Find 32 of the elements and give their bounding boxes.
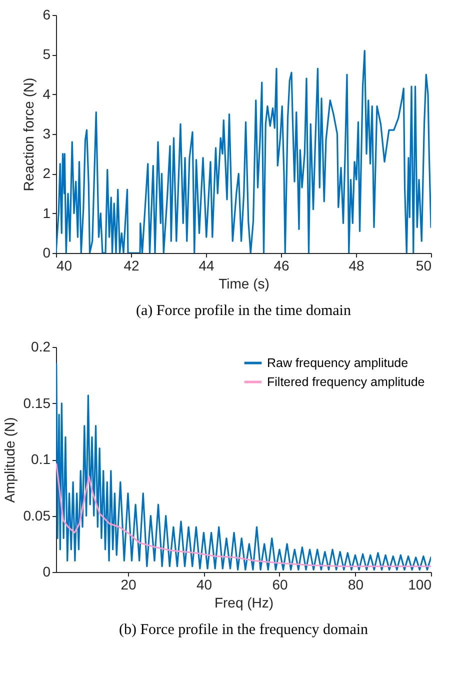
line-series xyxy=(56,463,431,568)
x-tick-label: 42 xyxy=(124,258,140,274)
x-tick-label: 40 xyxy=(56,258,72,274)
x-tick-label: 48 xyxy=(348,258,364,274)
x-tick-label: 100 xyxy=(408,576,432,592)
y-tick-label: 0 xyxy=(42,564,51,580)
y-tick-label: 0.2 xyxy=(31,338,51,354)
y-axis-title: Amplitude (N) xyxy=(1,417,18,503)
x-axis-title: Time (s) xyxy=(218,276,270,292)
y-tick-label: 0.1 xyxy=(31,451,51,467)
y-tick-label: 1 xyxy=(42,204,51,221)
y-tick-label: 0 xyxy=(42,244,51,260)
y-tick-label: 6 xyxy=(42,6,51,22)
y-axis-title: Reaction force (N) xyxy=(20,78,37,192)
x-tick-label: 46 xyxy=(274,258,290,274)
legend-label: Raw frequency amplitude xyxy=(267,356,408,370)
y-tick-label: 0.05 xyxy=(23,507,51,524)
x-tick-label: 50 xyxy=(416,258,432,274)
y-tick-label: 5 xyxy=(42,46,51,62)
y-tick-label: 3 xyxy=(42,126,51,142)
y-tick-label: 2 xyxy=(42,165,51,182)
text: (a) Force profile in the time domain xyxy=(136,303,352,319)
x-tick-label: 40 xyxy=(196,576,212,592)
x-axis-title: Freq (Hz) xyxy=(214,594,274,610)
x-tick-label: 44 xyxy=(198,258,214,274)
x-tick-label: 80 xyxy=(348,576,364,592)
legend-label: Filtered frequency amplitude xyxy=(267,375,425,389)
x-tick-label: 20 xyxy=(120,576,136,592)
x-tick-label: 60 xyxy=(272,576,288,592)
y-tick-label: 0.15 xyxy=(23,394,51,411)
y-tick-label: 4 xyxy=(42,86,51,102)
text: (b) Force profile in the frequency domain xyxy=(118,622,369,638)
